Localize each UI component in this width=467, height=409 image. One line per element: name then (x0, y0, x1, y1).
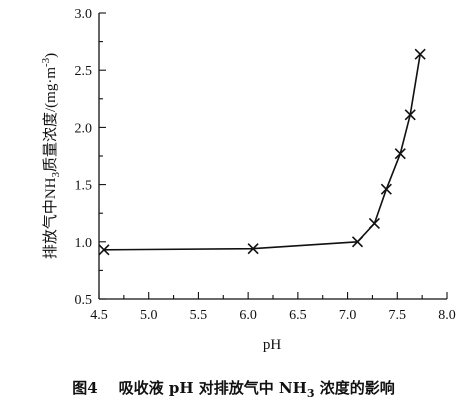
figure-caption: 图4 吸收液 pH 对排放气中 NH3 浓度的影响 (0, 377, 467, 400)
y-tick-label: 3.0 (75, 7, 93, 22)
y-tick-label: 0.5 (75, 293, 93, 308)
data-point-marker (351, 236, 364, 248)
y-tick-label: 2.0 (75, 121, 93, 136)
caption-text-after: 浓度的影响 (314, 379, 395, 397)
x-tick-label: 7.5 (389, 308, 407, 323)
y-tick-label: 1.5 (75, 179, 93, 194)
x-tick-label: 4.5 (90, 308, 108, 323)
caption-text-before: 吸收液 pH 对排放气中 NH (118, 379, 307, 397)
y-axis-title: 排放气中NH3质量浓度/(mg·m-3) (40, 53, 62, 259)
data-point-marker (380, 183, 392, 195)
data-point-marker (404, 109, 416, 121)
series (98, 48, 426, 256)
y-axis-ticks: 0.5 1.0 1.5 2.0 2.5 3.0 (75, 7, 106, 308)
y-tick-label: 1.0 (75, 236, 93, 251)
x-tick-label: 6.5 (289, 308, 307, 323)
data-point-marker (414, 48, 426, 60)
x-axis-ticks: 4.5 5.0 5.5 6.0 6.5 7.0 7.5 8.0 (90, 292, 456, 323)
y-tick-label: 2.5 (75, 64, 93, 79)
x-axis-title: pH (263, 337, 282, 353)
chart: 0.5 1.0 1.5 2.0 2.5 3.0 4.5 5.0 5.5 6.0 6.5 7.0 7.5… (40, 7, 456, 353)
caption-subscript: 3 (306, 387, 315, 400)
data-point-marker (368, 217, 380, 230)
data-point-marker (394, 148, 406, 160)
plot-frame (98, 13, 447, 300)
series-line (103, 54, 421, 251)
x-tick-label: 6.0 (239, 308, 257, 323)
data-point-marker (247, 243, 259, 255)
x-tick-label: 5.5 (190, 308, 208, 323)
x-tick-label: 7.0 (339, 308, 357, 323)
figure-number: 图4 (72, 379, 98, 397)
data-point-marker (98, 244, 110, 256)
x-tick-label: 5.0 (140, 308, 158, 323)
x-tick-label: 8.0 (438, 308, 456, 323)
